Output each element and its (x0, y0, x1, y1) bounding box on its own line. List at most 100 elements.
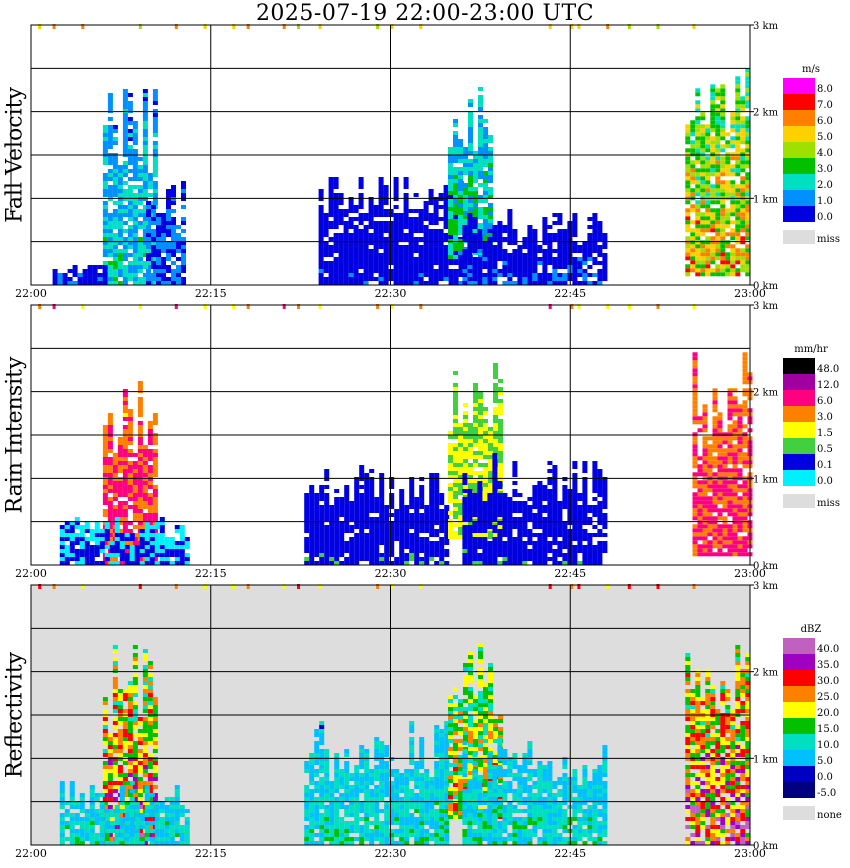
echo-cell (707, 464, 713, 469)
echo-cell (725, 188, 731, 193)
echo-cell (453, 147, 458, 151)
echo-cell (478, 183, 483, 187)
echo-cell (492, 497, 498, 501)
echo-cell (403, 281, 409, 285)
echo-cell (132, 533, 138, 537)
echo-cell (557, 273, 563, 277)
echo-cell (112, 161, 118, 165)
echo-cell (745, 84, 751, 89)
echo-cell (117, 781, 123, 785)
echo-cell (453, 467, 458, 471)
echo-cell (181, 185, 186, 189)
echo-cell (112, 213, 118, 217)
echo-cell (602, 257, 608, 261)
echo-cell (597, 273, 603, 277)
echo-cell (692, 432, 698, 437)
echo-cell (725, 168, 731, 173)
echo-cell (414, 549, 420, 553)
echo-cell (348, 197, 354, 201)
echo-cell (448, 215, 453, 219)
x-tick-label: 22:15 (195, 567, 227, 580)
echo-cell (171, 281, 176, 285)
echo-cell (398, 217, 404, 221)
echo-cell (348, 209, 354, 213)
echo-cell (364, 481, 370, 485)
echo-cell (373, 241, 379, 245)
echo-cell (502, 493, 508, 497)
echo-cell (181, 197, 186, 201)
echo-cell (722, 496, 728, 501)
echo-cell (557, 549, 563, 553)
echo-cell (517, 521, 523, 525)
echo-cell (572, 265, 578, 269)
echo-cell (720, 148, 726, 153)
echo-cell (502, 273, 508, 277)
echo-cell (102, 181, 108, 185)
echo-cell (702, 404, 708, 409)
echo-cell (144, 541, 150, 545)
echo-cell (354, 557, 360, 561)
echo-cell (99, 545, 105, 549)
echo-cell (497, 505, 503, 509)
echo-cell (383, 257, 389, 261)
echo-cell (74, 533, 80, 537)
echo-cell (468, 423, 473, 427)
echo-cell (179, 537, 185, 541)
echo-cell (467, 549, 473, 553)
echo-cell (497, 521, 503, 525)
echo-cell (542, 253, 548, 257)
echo-cell (378, 269, 384, 273)
echo-cell (434, 485, 440, 489)
echo-cell (117, 517, 123, 521)
echo-cell (152, 129, 158, 133)
echo-cell (147, 497, 153, 501)
echo-cell (547, 481, 553, 485)
echo-cell (717, 460, 723, 465)
echo-cell (507, 269, 513, 273)
echo-cell (383, 245, 389, 249)
echo-cell (329, 509, 335, 513)
echo-cell (692, 544, 698, 549)
echo-cell (463, 439, 468, 443)
echo-cell (349, 529, 355, 533)
echo-cell (462, 473, 468, 477)
echo-cell (542, 545, 548, 549)
echo-cell (712, 440, 718, 445)
echo-cell (478, 151, 483, 155)
echo-cell (517, 273, 523, 277)
echo-cell (122, 173, 128, 177)
echo-cell (152, 269, 158, 273)
echo-cell (74, 549, 80, 553)
echo-cell (127, 413, 133, 417)
echo-cell (388, 269, 394, 273)
echo-cell (472, 493, 478, 497)
echo-cell (179, 553, 185, 557)
echo-cell (463, 159, 468, 163)
echo-cell (102, 465, 108, 469)
echo-cell (404, 521, 410, 525)
echo-cell (705, 188, 711, 193)
echo-cell (117, 509, 123, 513)
echo-cell (740, 220, 746, 225)
echo-cell (740, 180, 746, 185)
echo-cell (717, 516, 723, 521)
echo-cell (453, 199, 458, 203)
echo-cell (353, 233, 359, 237)
echo-cell (735, 132, 741, 137)
echo-cell (323, 277, 329, 281)
echo-cell (458, 447, 463, 451)
echo-cell (142, 105, 148, 109)
echo-cell (557, 501, 563, 505)
echo-cell (117, 165, 123, 169)
echo-cell (67, 277, 73, 281)
echo-cell (102, 777, 108, 781)
echo-cell (142, 125, 148, 129)
echo-cell (104, 557, 110, 561)
echo-cell (137, 513, 143, 517)
echo-cell (146, 217, 151, 221)
echo-cell (472, 277, 478, 281)
echo-cell (740, 208, 746, 213)
echo-cell (453, 211, 458, 215)
echo-cell (181, 245, 186, 249)
echo-cell (472, 549, 478, 553)
